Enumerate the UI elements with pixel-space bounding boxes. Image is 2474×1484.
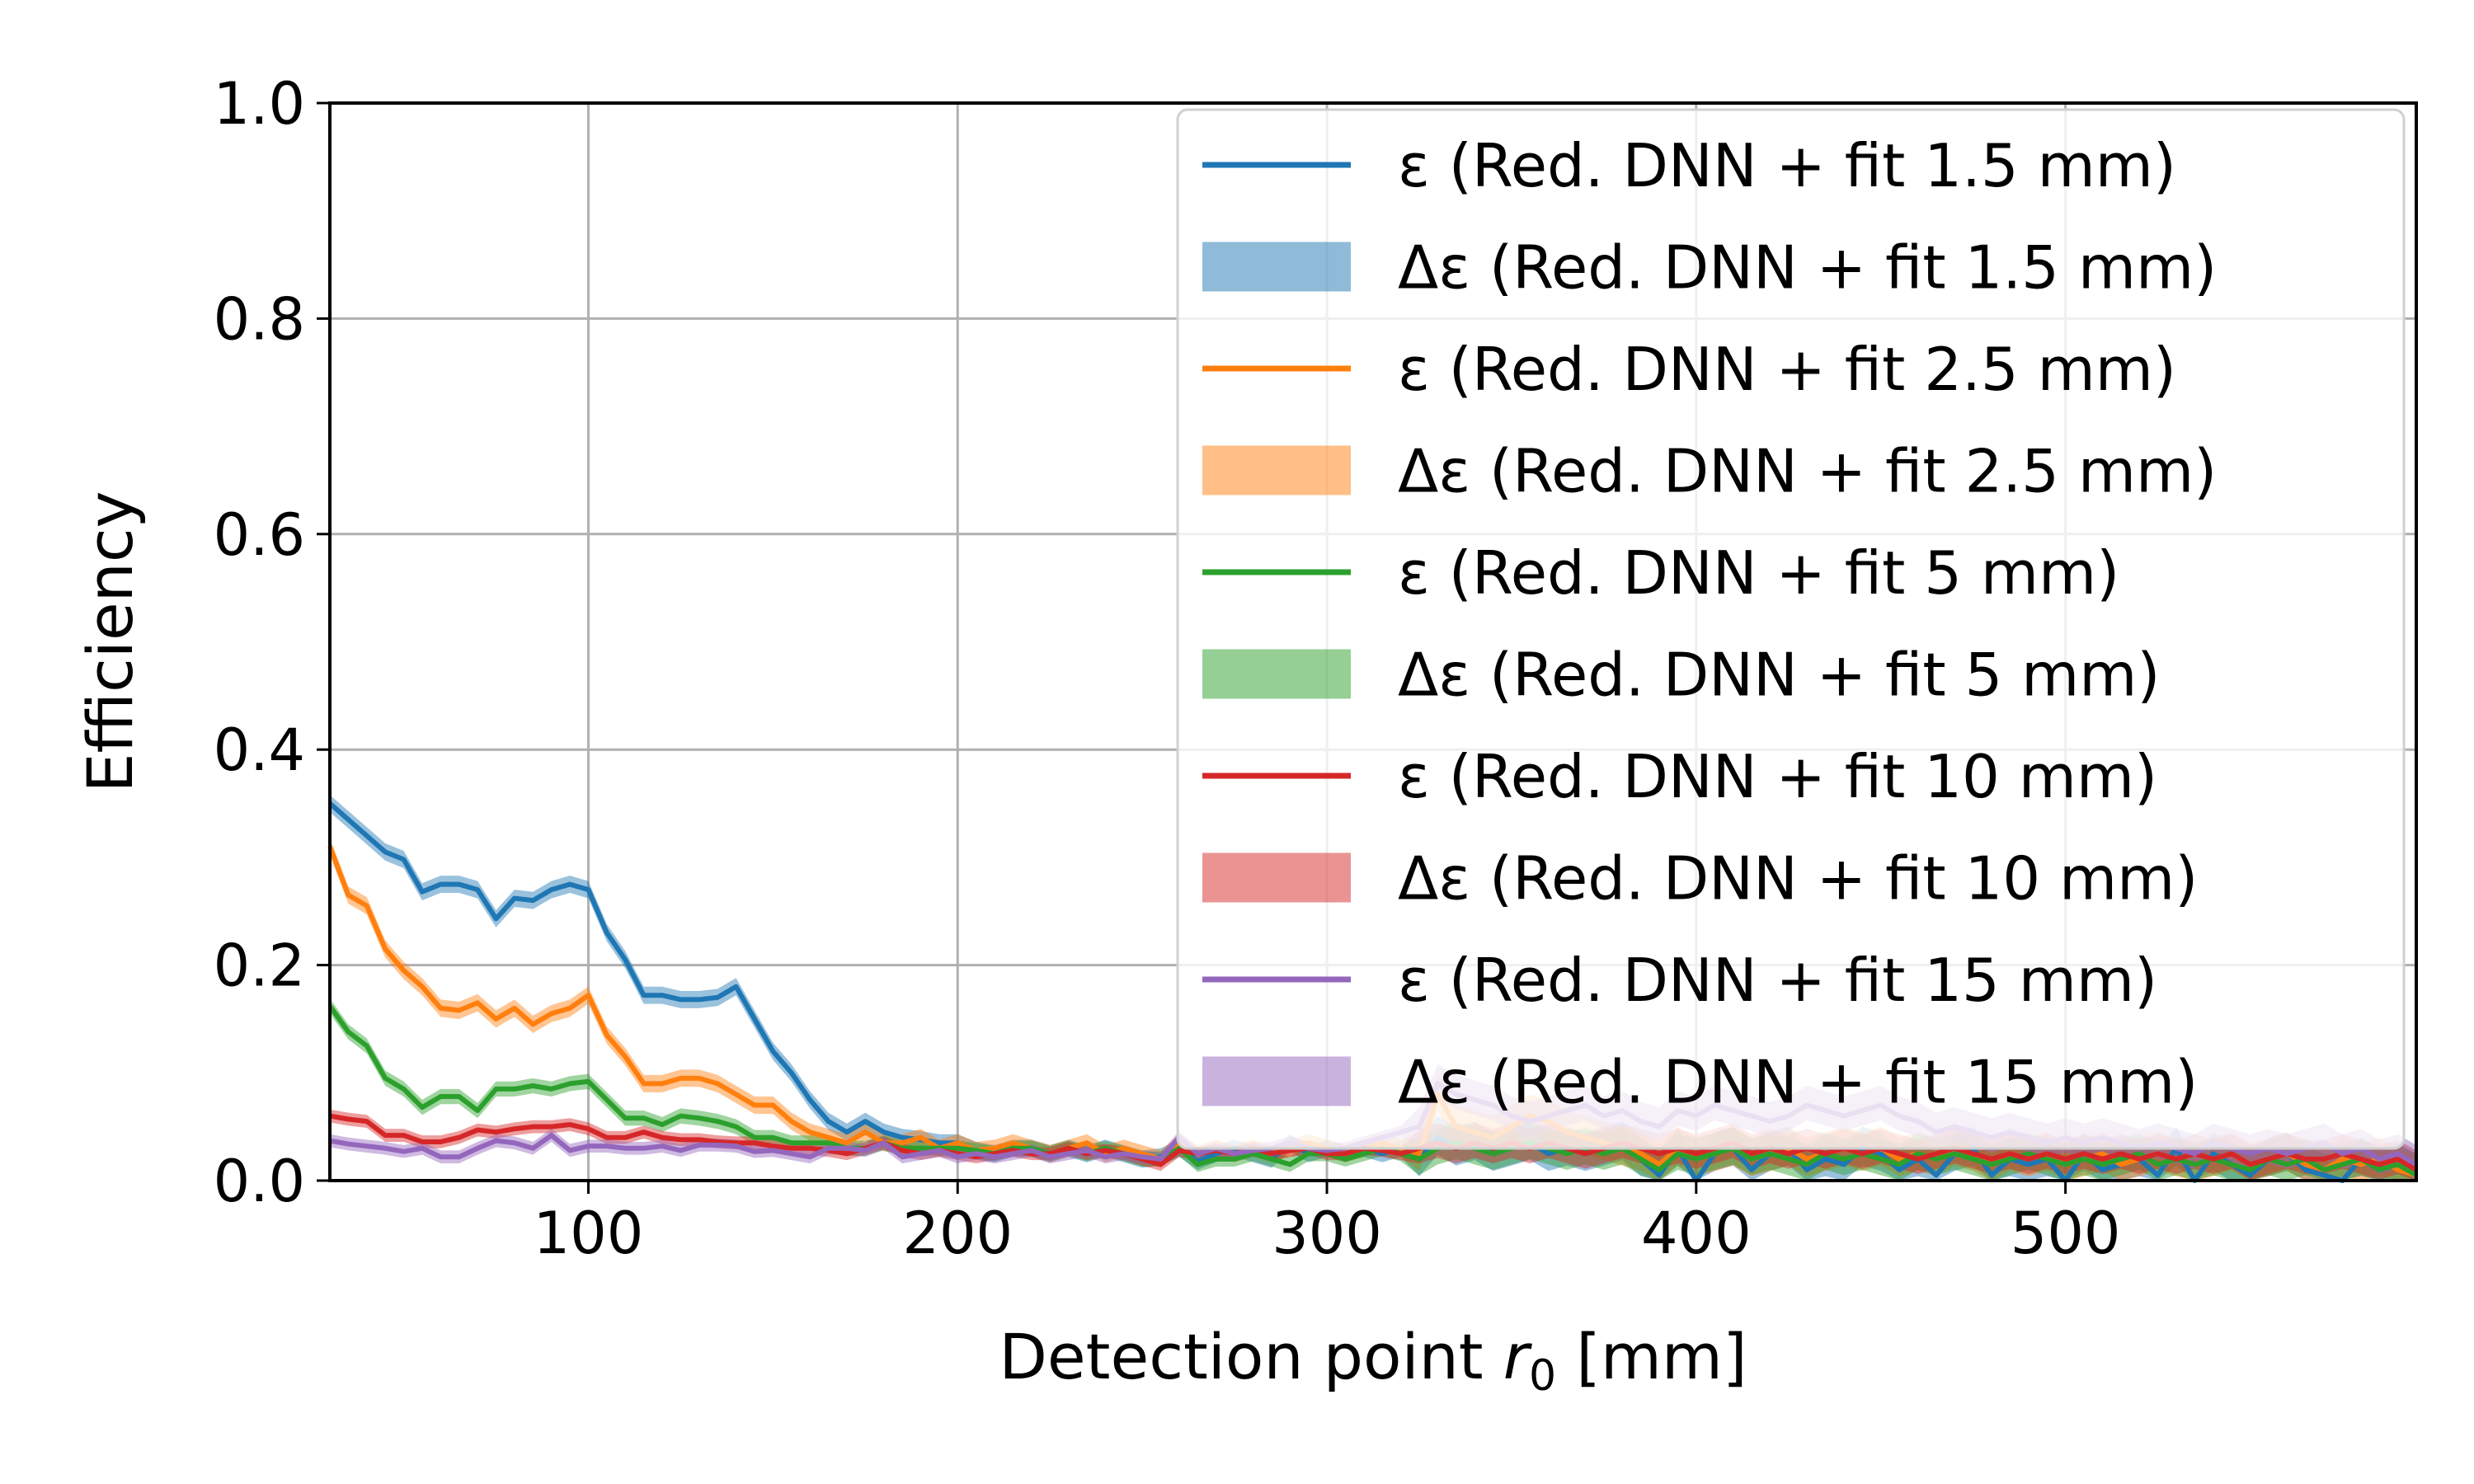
legend-band-swatch-1 [1202, 445, 1351, 495]
y-tick-label: 0.6 [214, 501, 305, 569]
legend-label-line-1: ε (Red. DNN + fit 2.5 mm) [1398, 335, 2176, 404]
legend-label-band-1: Δε (Red. DNN + fit 2.5 mm) [1398, 437, 2217, 506]
legend-band-swatch-4 [1202, 1056, 1351, 1106]
y-tick-label: 0.8 [214, 285, 305, 353]
x-tick-label: 200 [902, 1200, 1013, 1267]
legend-label-band-2: Δε (Red. DNN + fit 5 mm) [1398, 641, 2161, 710]
y-axis-label: Efficiency [73, 491, 147, 792]
legend-band-swatch-2 [1202, 649, 1351, 699]
legend-label-band-0: Δε (Red. DNN + fit 1.5 mm) [1398, 233, 2217, 303]
x-axis-label-main: Detection point [999, 1320, 1503, 1393]
legend-label-line-3: ε (Red. DNN + fit 10 mm) [1398, 742, 2157, 811]
axis-ticks: 100 200 300 400 500 0.0 0.2 0.4 0.6 0.8 1.0 [214, 70, 2121, 1267]
legend-band-swatch-3 [1202, 852, 1351, 903]
legend-label-line-4: ε (Red. DNN + fit 15 mm) [1398, 946, 2157, 1015]
legend-label-band-3: Δε (Red. DNN + fit 10 mm) [1398, 844, 2198, 913]
x-tick-label: 400 [1641, 1200, 1752, 1267]
plot-frame [328, 101, 2418, 1182]
y-tick-label: 0.2 [214, 932, 305, 1000]
x-axis-label-unit: [mm] [1556, 1320, 1747, 1393]
x-tick-label: 500 [2011, 1200, 2121, 1267]
legend-box [1176, 108, 2406, 1150]
legend-band-swatch-0 [1202, 242, 1351, 292]
legend-label-line-2: ε (Red. DNN + fit 5 mm) [1398, 538, 2119, 608]
x-axis-label-symbol: r [1503, 1320, 1533, 1393]
y-tick-label: 0.0 [214, 1148, 305, 1215]
x-axis-label-subscript: 0 [1529, 1351, 1556, 1401]
y-tick-label: 0.4 [214, 716, 305, 784]
x-axis-label: Detection point r0 [mm] [999, 1320, 1747, 1401]
x-tick-label: 300 [1272, 1200, 1382, 1267]
legend-label-line-0: ε (Red. DNN + fit 1.5 mm) [1398, 131, 2176, 200]
legend-label-band-4: Δε (Red. DNN + fit 15 mm) [1398, 1048, 2198, 1117]
x-tick-label: 100 [534, 1200, 644, 1267]
y-tick-label: 1.0 [214, 70, 305, 138]
legend: ε (Red. DNN + fit 1.5 mm) Δε (Red. DNN + … [1176, 108, 2406, 1150]
